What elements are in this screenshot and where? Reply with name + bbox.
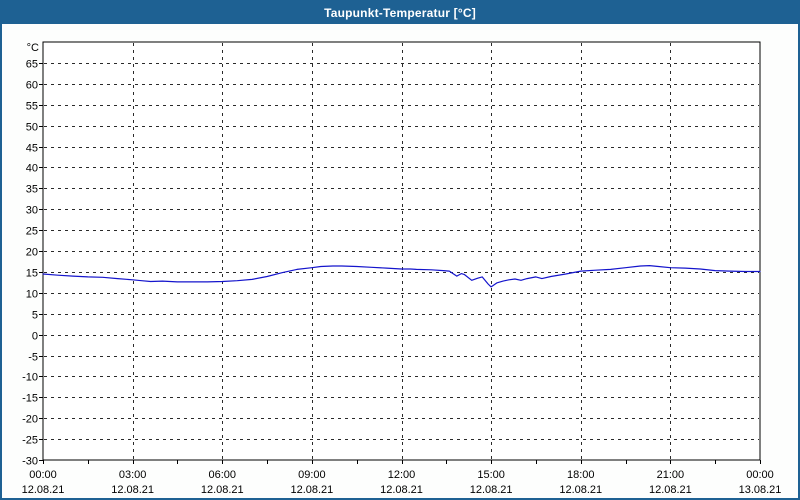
y-axis-tick-label: 50 — [26, 122, 38, 134]
dewpoint-series-line — [42, 265, 761, 288]
y-axis-tick-label: 65 — [26, 59, 38, 71]
window-titlebar[interactable]: Taupunkt-Temperatur [°C] — [2, 2, 798, 24]
y-axis-tick-label: 60 — [26, 80, 38, 92]
y-axis-tick-label: 45 — [26, 143, 38, 155]
y-axis-tick-label: -25 — [22, 435, 38, 447]
x-axis-date-label: 12.08.21 — [380, 484, 423, 496]
chart-title: Taupunkt-Temperatur [°C] — [324, 6, 476, 20]
y-axis-tick-label: -20 — [22, 414, 38, 426]
y-axis-tick-label: -30 — [22, 456, 38, 468]
x-axis-date-label: 12.08.21 — [559, 484, 602, 496]
y-axis-tick-label: 25 — [26, 226, 38, 238]
x-axis-time-label: 15:00 — [477, 469, 505, 481]
y-axis-tick-label: -5 — [28, 352, 38, 364]
x-axis-time-label: 21:00 — [657, 469, 685, 481]
y-axis-tick-label: 5 — [32, 310, 38, 322]
y-axis-tick-label: -10 — [22, 372, 38, 384]
x-axis-date-label: 12.08.21 — [470, 484, 513, 496]
x-axis-time-label: 00:00 — [746, 469, 774, 481]
y-axis-tick-label: 35 — [26, 184, 38, 196]
y-axis-unit-label: °C — [27, 42, 39, 54]
x-axis-time-label: 09:00 — [298, 469, 326, 481]
x-axis-date-label: 12.08.21 — [649, 484, 692, 496]
x-axis-time-label: 18:00 — [567, 469, 595, 481]
x-axis-date-label: 12.08.21 — [290, 484, 333, 496]
x-axis-date-label: 12.08.21 — [111, 484, 154, 496]
x-axis-time-label: 12:00 — [388, 469, 416, 481]
y-axis-tick-label: 55 — [26, 101, 38, 113]
x-axis-time-label: 00:00 — [29, 469, 57, 481]
x-axis-time-label: 03:00 — [119, 469, 147, 481]
x-axis-date-label: 12.08.21 — [201, 484, 244, 496]
x-axis-date-label: 12.08.21 — [22, 484, 65, 496]
y-axis-tick-label: 20 — [26, 247, 38, 259]
y-axis-tick-label: 10 — [26, 289, 38, 301]
y-axis-tick-label: 15 — [26, 268, 38, 280]
x-axis-date-label: 13.08.21 — [739, 484, 782, 496]
y-axis-tick-label: 40 — [26, 163, 38, 175]
x-axis-time-label: 06:00 — [208, 469, 236, 481]
y-axis-tick-label: 30 — [26, 205, 38, 217]
y-axis-tick-label: 0 — [32, 331, 38, 343]
y-axis-tick-label: -15 — [22, 393, 38, 405]
